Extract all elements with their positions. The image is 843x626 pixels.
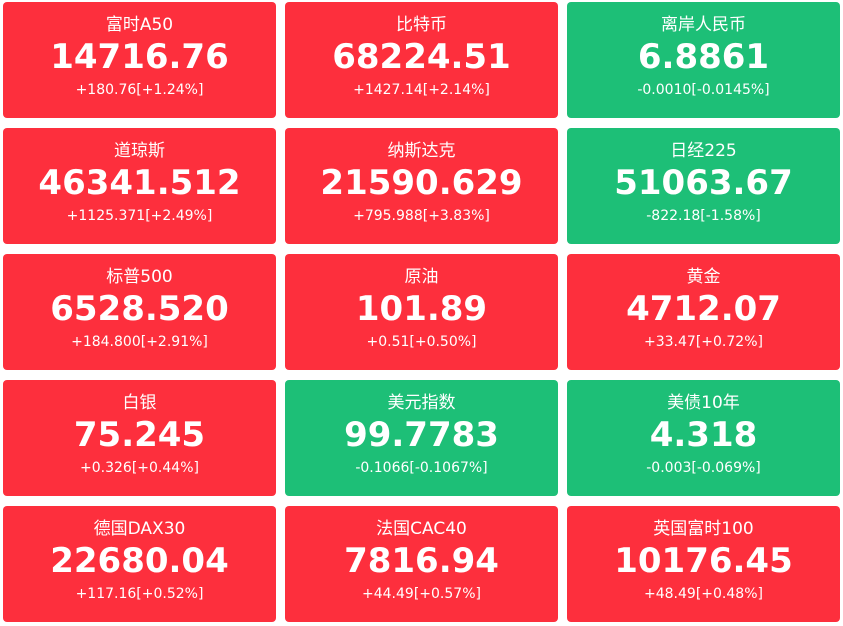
market-price: 75.245 <box>73 415 206 455</box>
market-tile[interactable]: 美元指数 99.7783 -0.1066[-0.1067%] <box>285 380 558 496</box>
market-name: 白银 <box>122 393 157 413</box>
market-tile[interactable]: 德国DAX30 22680.04 +117.16[+0.52%] <box>3 506 276 622</box>
market-change: +33.47[+0.72%] <box>644 334 763 350</box>
market-price: 99.7783 <box>344 415 499 455</box>
market-price: 46341.512 <box>38 163 241 203</box>
market-price: 10176.45 <box>614 541 793 581</box>
market-tile[interactable]: 黄金 4712.07 +33.47[+0.72%] <box>567 254 840 370</box>
market-price: 101.89 <box>355 289 488 329</box>
market-change: +48.49[+0.48%] <box>644 586 763 602</box>
market-change: +180.76[+1.24%] <box>75 82 204 98</box>
market-price: 21590.629 <box>320 163 523 203</box>
market-name: 英国富时100 <box>653 519 754 539</box>
market-price: 7816.94 <box>344 541 499 581</box>
market-name: 日经225 <box>670 141 737 161</box>
market-tile[interactable]: 白银 75.245 +0.326[+0.44%] <box>3 380 276 496</box>
market-name: 富时A50 <box>105 15 174 35</box>
market-change: -0.1066[-0.1067%] <box>355 460 488 476</box>
market-price: 4712.07 <box>626 289 781 329</box>
market-price: 22680.04 <box>50 541 229 581</box>
market-change: +1427.14[+2.14%] <box>353 82 490 98</box>
market-tile[interactable]: 法国CAC40 7816.94 +44.49[+0.57%] <box>285 506 558 622</box>
market-change: -822.18[-1.58%] <box>646 208 761 224</box>
market-name: 道琼斯 <box>114 141 165 161</box>
market-change: +184.800[+2.91%] <box>71 334 208 350</box>
market-name: 标普500 <box>106 267 173 287</box>
market-tile[interactable]: 道琼斯 46341.512 +1125.371[+2.49%] <box>3 128 276 244</box>
market-tile[interactable]: 美债10年 4.318 -0.003[-0.069%] <box>567 380 840 496</box>
market-name: 黄金 <box>686 267 721 287</box>
market-change: +0.326[+0.44%] <box>80 460 199 476</box>
market-tile[interactable]: 原油 101.89 +0.51[+0.50%] <box>285 254 558 370</box>
market-price: 68224.51 <box>332 37 511 77</box>
market-change: +1125.371[+2.49%] <box>66 208 213 224</box>
market-tile[interactable]: 富时A50 14716.76 +180.76[+1.24%] <box>3 2 276 118</box>
market-tile[interactable]: 日经225 51063.67 -822.18[-1.58%] <box>567 128 840 244</box>
market-tile[interactable]: 英国富时100 10176.45 +48.49[+0.48%] <box>567 506 840 622</box>
market-name: 德国DAX30 <box>93 519 186 539</box>
market-name: 比特币 <box>396 15 447 35</box>
market-price: 4.318 <box>649 415 758 455</box>
market-change: +117.16[+0.52%] <box>75 586 204 602</box>
market-name: 原油 <box>404 267 439 287</box>
market-price: 6528.520 <box>50 289 229 329</box>
market-change: -0.003[-0.069%] <box>646 460 761 476</box>
market-change: -0.0010[-0.0145%] <box>637 82 770 98</box>
market-price: 6.8861 <box>637 37 770 77</box>
market-tile[interactable]: 纳斯达克 21590.629 +795.988[+3.83%] <box>285 128 558 244</box>
market-name: 美元指数 <box>387 393 456 413</box>
market-name: 法国CAC40 <box>376 519 467 539</box>
market-change: +795.988[+3.83%] <box>353 208 490 224</box>
market-name: 纳斯达克 <box>387 141 456 161</box>
market-name: 美债10年 <box>667 393 740 413</box>
market-price: 51063.67 <box>614 163 793 203</box>
market-name: 离岸人民币 <box>661 15 746 35</box>
market-price: 14716.76 <box>50 37 229 77</box>
market-tile[interactable]: 离岸人民币 6.8861 -0.0010[-0.0145%] <box>567 2 840 118</box>
market-tile[interactable]: 标普500 6528.520 +184.800[+2.91%] <box>3 254 276 370</box>
market-tile[interactable]: 比特币 68224.51 +1427.14[+2.14%] <box>285 2 558 118</box>
market-change: +0.51[+0.50%] <box>366 334 477 350</box>
market-change: +44.49[+0.57%] <box>362 586 481 602</box>
